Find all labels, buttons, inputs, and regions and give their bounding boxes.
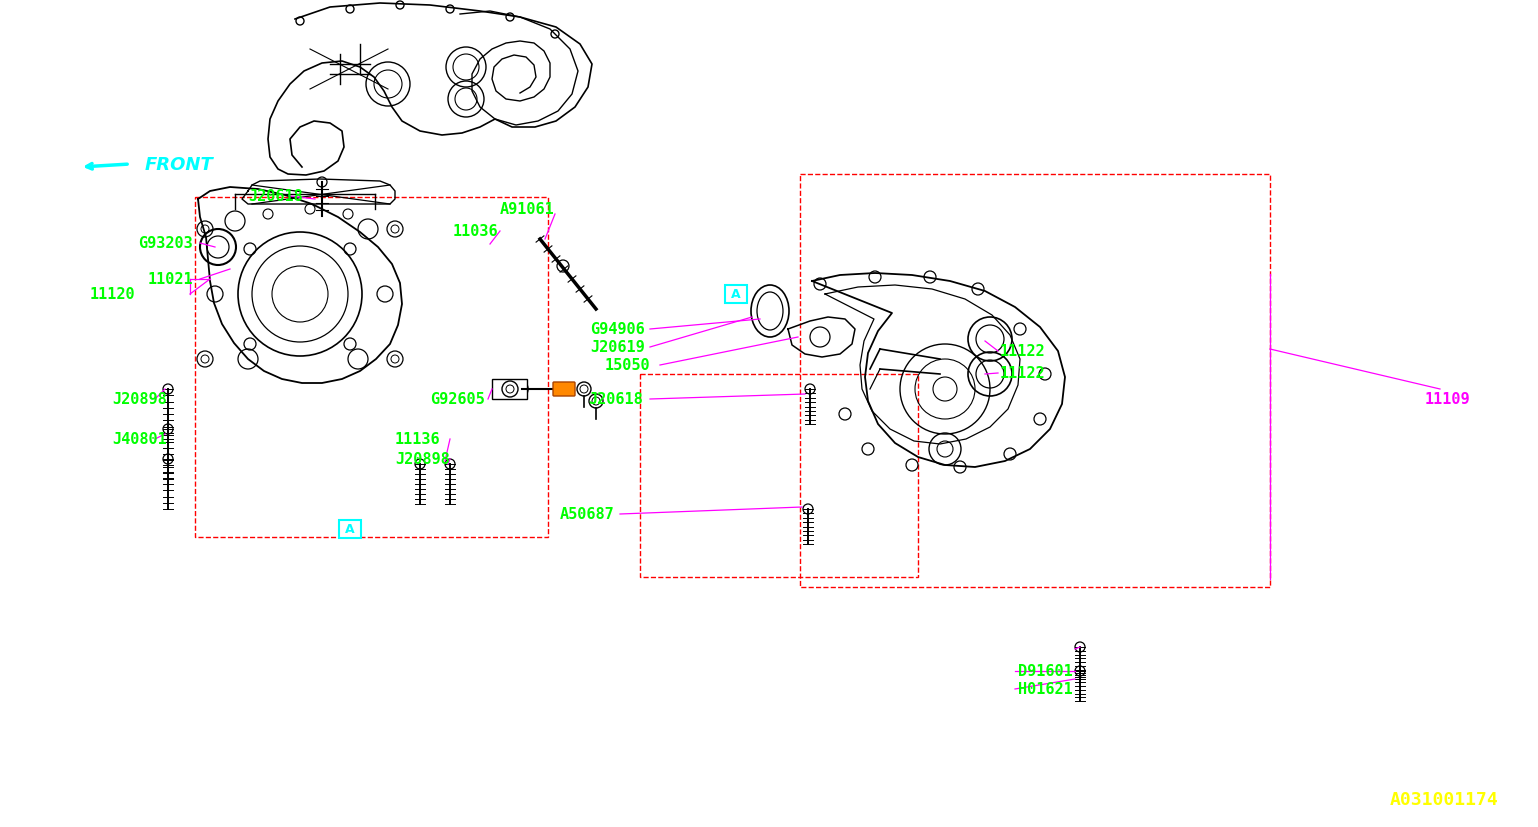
Bar (640, 375, 918, 577)
FancyBboxPatch shape (554, 383, 575, 396)
Text: D91601: D91601 (1018, 664, 1072, 679)
Text: A031001174: A031001174 (1390, 790, 1498, 808)
Text: J20898: J20898 (395, 452, 449, 467)
Circle shape (317, 178, 328, 188)
Text: G94906: G94906 (591, 322, 644, 337)
Text: A91061: A91061 (500, 203, 555, 218)
Text: A: A (345, 523, 355, 536)
Text: 11036: 11036 (454, 224, 498, 239)
Text: G92605: G92605 (431, 392, 484, 407)
FancyBboxPatch shape (492, 380, 528, 399)
Ellipse shape (517, 380, 528, 399)
FancyBboxPatch shape (724, 285, 747, 304)
Bar (800, 174, 1270, 587)
Ellipse shape (751, 285, 789, 337)
Bar (195, 198, 548, 538)
Text: J20898: J20898 (112, 392, 166, 407)
Text: J40801: J40801 (112, 432, 166, 447)
Text: 11122: 11122 (1000, 366, 1046, 381)
Text: FRONT: FRONT (145, 155, 214, 174)
Text: J20619: J20619 (591, 340, 644, 355)
Text: 11120: 11120 (91, 287, 135, 302)
FancyBboxPatch shape (338, 520, 361, 538)
Text: G93203: G93203 (138, 237, 192, 251)
Text: 11021: 11021 (148, 272, 194, 287)
Text: 11109: 11109 (1424, 392, 1470, 407)
Text: 11136: 11136 (395, 432, 440, 447)
Text: A50687: A50687 (560, 507, 615, 522)
Text: 11122: 11122 (1000, 344, 1046, 359)
Text: J20618: J20618 (588, 392, 643, 407)
Circle shape (934, 378, 957, 402)
Text: A: A (731, 288, 741, 301)
Text: H01621: H01621 (1018, 681, 1072, 696)
Text: J20618: J20618 (248, 189, 303, 204)
Text: 15050: 15050 (604, 358, 651, 373)
Ellipse shape (757, 293, 783, 331)
